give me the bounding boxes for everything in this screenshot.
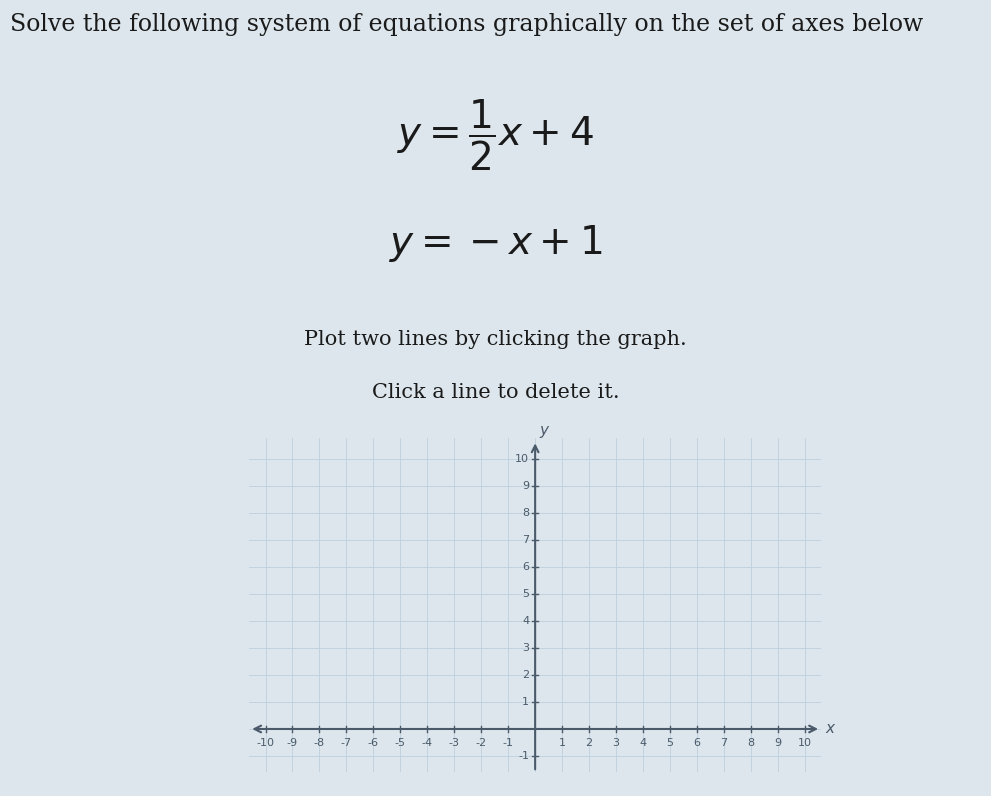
- Text: 8: 8: [522, 509, 529, 518]
- Text: -8: -8: [314, 739, 325, 748]
- Text: 1: 1: [559, 739, 566, 748]
- Text: 6: 6: [694, 739, 701, 748]
- Text: 9: 9: [774, 739, 781, 748]
- Text: -6: -6: [368, 739, 379, 748]
- Text: 3: 3: [612, 739, 619, 748]
- Text: 10: 10: [515, 455, 529, 464]
- Text: $y = -x + 1$: $y = -x + 1$: [388, 223, 603, 264]
- Text: 5: 5: [666, 739, 674, 748]
- Text: -10: -10: [257, 739, 275, 748]
- Text: Plot two lines by clicking the graph.: Plot two lines by clicking the graph.: [304, 330, 687, 349]
- Text: 5: 5: [522, 589, 529, 599]
- Text: -2: -2: [476, 739, 487, 748]
- Text: 4: 4: [522, 616, 529, 626]
- Text: 2: 2: [522, 670, 529, 680]
- Text: 3: 3: [522, 643, 529, 653]
- Text: -5: -5: [394, 739, 406, 748]
- Text: 7: 7: [522, 535, 529, 545]
- Text: 6: 6: [522, 562, 529, 572]
- Text: 2: 2: [586, 739, 593, 748]
- Text: 9: 9: [522, 482, 529, 491]
- Text: -3: -3: [449, 739, 460, 748]
- Text: y: y: [539, 423, 548, 438]
- Text: -1: -1: [518, 751, 529, 761]
- Text: -7: -7: [341, 739, 352, 748]
- Text: 7: 7: [720, 739, 727, 748]
- Text: $y = \dfrac{1}{2}x + 4$: $y = \dfrac{1}{2}x + 4$: [397, 98, 594, 174]
- Text: Solve the following system of equations graphically on the set of axes below: Solve the following system of equations …: [10, 14, 924, 37]
- Text: 8: 8: [747, 739, 754, 748]
- Text: 4: 4: [639, 739, 646, 748]
- Text: 1: 1: [522, 697, 529, 707]
- Text: x: x: [825, 721, 834, 736]
- Text: -1: -1: [502, 739, 513, 748]
- Text: -9: -9: [287, 739, 298, 748]
- Text: -4: -4: [422, 739, 433, 748]
- Text: Click a line to delete it.: Click a line to delete it.: [372, 384, 619, 402]
- Text: 10: 10: [798, 739, 812, 748]
